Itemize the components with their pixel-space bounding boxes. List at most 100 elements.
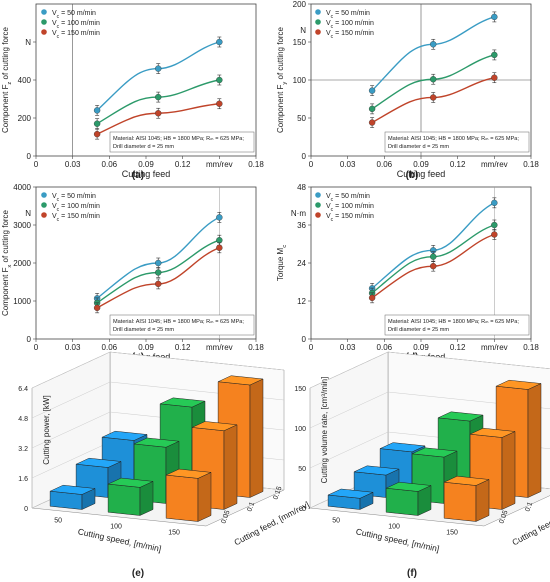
line-chart-panel-0: 0 0.03 0.06 0.09 0.12 0.18 mm/rev Cutting feed 0… (1, 3, 264, 179)
legend-marker (315, 19, 321, 25)
legend-entry-rest: = 100 m/min (59, 203, 100, 210)
x-tick-label: 0.18 (523, 343, 539, 352)
bar3d-panel-4: 0 1.6 3.2 4.8 6.4 Cutting power, [kW] 50 100 150… (18, 351, 311, 554)
bar (443, 475, 490, 522)
y-tick-label: 3000 (13, 221, 31, 230)
legend-entry-rest: = 50 m/min (333, 193, 370, 200)
legend-marker (315, 192, 321, 198)
bar-top (385, 481, 432, 492)
y-tick-label: 1000 (13, 297, 31, 306)
y-tick-label: 0 (27, 152, 32, 161)
speed-tick-label: 100 (110, 524, 122, 531)
y-tick-label: 150 (293, 38, 307, 47)
legend-entry-sub: c (57, 34, 60, 40)
data-point (93, 120, 101, 127)
x-tick-label: 0.03 (65, 160, 81, 169)
legend-entry: Vc = 150 m/min (326, 213, 374, 223)
bar-top (107, 477, 154, 488)
legend-entry-rest: = 100 m/min (333, 203, 374, 210)
speed-tick-label: 50 (332, 518, 340, 525)
bar (49, 484, 96, 510)
legend-entry-rest: = 150 m/min (59, 213, 100, 220)
legend-entry-sub: c (331, 14, 334, 20)
y-axis-title-main: Component F (1, 84, 10, 133)
panel-label: (a) (132, 170, 144, 181)
legend-entry-sub: c (331, 207, 334, 213)
y-tick-label: 200 (18, 114, 32, 123)
z-tick-label: 100 (294, 426, 306, 433)
x-unit-label: mm/rev (206, 343, 233, 352)
legend-marker (41, 192, 47, 198)
z-gridline (309, 351, 550, 389)
data-point (368, 119, 376, 126)
z-gridline (31, 351, 285, 389)
legend-entry-rest: = 100 m/min (59, 20, 100, 27)
feed-tick-label: 0.15 (272, 485, 283, 500)
y-unit-label: N (25, 38, 31, 47)
bar-top (327, 488, 374, 499)
x-axis-title: Cutting feed (397, 169, 446, 179)
y-tick-label: 12 (297, 297, 306, 306)
legend-entry-rest: = 150 m/min (333, 30, 374, 37)
x-tick-label: 0.09 (413, 343, 429, 352)
y-tick-label: 24 (297, 259, 306, 268)
legend-entry-main: V (326, 30, 331, 37)
bar (385, 481, 432, 516)
y-axis-title: Torque Mc (276, 245, 288, 281)
bar-top (159, 397, 206, 408)
x-tick-label: 0.18 (248, 343, 264, 352)
bar (469, 427, 516, 510)
data-point (430, 41, 437, 48)
x-tick-label: 0 (309, 343, 314, 352)
legend-entry-main: V (52, 213, 57, 220)
legend-marker (41, 9, 47, 15)
x-tick-label: 0.06 (377, 343, 393, 352)
bar-top (191, 421, 238, 432)
x-tick-label: 0 (34, 160, 39, 169)
legend-entry: Vc = 50 m/min (326, 193, 370, 203)
x-unit-label: mm/rev (481, 160, 508, 169)
y-axis-title-rest: of cutting force (1, 209, 10, 264)
legend-entry-main: V (326, 193, 331, 200)
x-tick-label: 0 (34, 343, 39, 352)
legend-entry-main: V (52, 193, 57, 200)
bar-front (443, 481, 477, 522)
bar (327, 488, 374, 510)
data-point (430, 262, 437, 270)
y-axis-title-rest: of cutting force (276, 26, 285, 81)
x-axis-title: Cutting feed (122, 169, 171, 179)
z-tick-label: 4.8 (18, 416, 28, 423)
legend-entry: Vc = 50 m/min (326, 10, 370, 20)
bar-top (217, 375, 264, 386)
legend-marker (41, 29, 47, 35)
legend-entry-main: V (52, 203, 57, 210)
speed-tick-label: 150 (168, 530, 180, 537)
legend-marker (315, 202, 321, 208)
y-tick-label: 0 (27, 335, 32, 344)
y-tick-label: 50 (297, 114, 306, 123)
data-point (491, 74, 498, 81)
data-point (155, 280, 162, 288)
x-tick-label: 0 (309, 160, 314, 169)
bar-top (495, 379, 542, 390)
legend-entry-main: V (326, 10, 331, 17)
legend-marker (315, 212, 321, 218)
bar-front (385, 487, 419, 516)
legend-entry-rest: = 150 m/min (59, 30, 100, 37)
x-tick-label: 0.09 (413, 160, 429, 169)
bar3d-panel-5: 0 50 100 150 Cutting volume rate, [cm³/min] 5… (294, 351, 550, 554)
legend-entry-main: V (52, 10, 57, 17)
bar-side (501, 431, 516, 510)
x-tick-label: 0.12 (450, 160, 466, 169)
data-point (155, 93, 162, 101)
y-unit-label: N·m (291, 209, 306, 218)
data-point (491, 199, 498, 207)
z-tick-label: 6.4 (18, 386, 28, 393)
bar-top (469, 427, 516, 438)
panel-label: (f) (407, 568, 417, 579)
x-tick-label: 0.18 (523, 160, 539, 169)
bar-top (353, 465, 400, 476)
y-tick-label: 4000 (13, 183, 31, 192)
